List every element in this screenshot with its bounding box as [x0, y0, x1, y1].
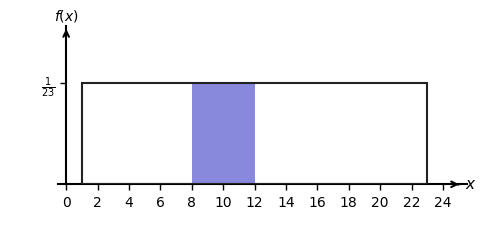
Text: $f(x)$: $f(x)$ — [54, 8, 79, 24]
Bar — [82, 84, 427, 184]
Bar — [192, 84, 255, 184]
Text: $x$: $x$ — [465, 178, 477, 191]
